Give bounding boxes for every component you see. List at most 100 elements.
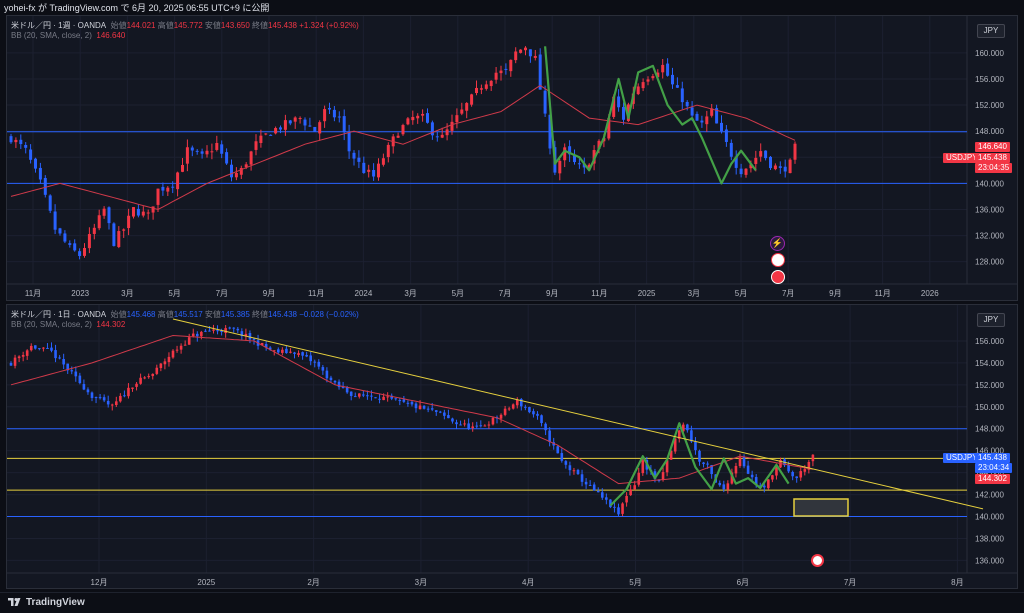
candle-body [749, 164, 753, 169]
publish-header: yohei-fx が TradingView.com で 6月 20, 2025… [0, 0, 1024, 13]
candle-body [450, 121, 454, 131]
wave-drawing [609, 422, 790, 507]
candle-body [337, 381, 341, 388]
candle-body [706, 463, 709, 465]
x-tick-label: 7月 [782, 289, 794, 298]
candle-body [669, 450, 673, 460]
candle-body [455, 115, 459, 123]
candle-body [21, 354, 25, 357]
candle-body [123, 395, 126, 397]
candle-body [661, 64, 665, 73]
candle-body [489, 80, 493, 87]
candle-body [666, 63, 670, 76]
candle-body [507, 408, 511, 410]
daily-chart-canvas[interactable]: 12月 2025 2月 3月 4月 5月 6月 7月 8月 136.000 138.000 140.0… [7, 305, 1017, 588]
y-tick-label: 132.000 [975, 232, 1004, 241]
candle-body [127, 387, 130, 397]
candle-body [135, 383, 138, 387]
candle-body [671, 74, 674, 85]
candle-body [106, 400, 110, 405]
candle-body [641, 460, 645, 474]
y-tick-label: 140.000 [975, 179, 1004, 188]
symbol-label: 米ドル／円 · 1日 · OANDA [11, 310, 107, 319]
candle-body [119, 395, 122, 402]
candle-body [406, 402, 410, 404]
change-value: −0.028 (−0.02%) [299, 310, 359, 319]
candle-body [612, 96, 616, 117]
daily-chart-pane[interactable]: 12月 2025 2月 3月 4月 5月 6月 7月 8月 136.000 138.000 140.0… [6, 304, 1018, 589]
candle-body [236, 328, 240, 331]
candle-body [225, 152, 229, 164]
candle-body [479, 425, 483, 427]
candle-body [352, 152, 356, 159]
weekly-bb-legend[interactable]: BB (20, SMA, close, 2) 146.640 [11, 31, 125, 40]
candle-body [367, 169, 371, 172]
candle-body [742, 456, 746, 467]
candle-body [374, 397, 377, 399]
candle-body [347, 132, 351, 152]
candle-body [406, 118, 410, 125]
y-tick-label: 138.000 [975, 534, 1004, 543]
candle-body [288, 120, 292, 124]
candle-body [317, 361, 321, 367]
candle-body [161, 186, 165, 191]
y-tick-label: 140.000 [975, 513, 1004, 522]
daily-bb-legend[interactable]: BB (20, SMA, close, 2) 144.302 [11, 320, 125, 329]
candle-body [430, 122, 434, 136]
candle-body [401, 125, 405, 135]
y-tick-label: 146.000 [975, 447, 1004, 456]
candle-body [460, 109, 464, 114]
candle-body [729, 142, 733, 157]
earnings-event-icon[interactable] [771, 270, 785, 284]
candle-body [309, 355, 312, 362]
candle-body [9, 136, 13, 143]
candle-body [171, 350, 175, 358]
candle-body [357, 157, 361, 162]
x-tick-label: 7月 [499, 289, 511, 298]
candle-body [690, 430, 693, 442]
candle-body [715, 108, 719, 124]
lightning-event-icon[interactable]: ⚡ [770, 236, 785, 251]
candle-body [633, 485, 636, 490]
candle-body [543, 90, 547, 114]
candle-body [788, 159, 792, 174]
candle-body [244, 333, 248, 336]
weekly-chart-pane[interactable]: 11月 2023 3月 5月 7月 9月 11月 2024 3月 5月 7月 9月 11月 2025 3月 5… [6, 15, 1018, 301]
candle-body [483, 425, 487, 427]
candle-body [151, 373, 155, 377]
candle-body [625, 495, 628, 503]
candle-body [540, 415, 543, 424]
candle-body [778, 166, 782, 168]
candle-body [426, 113, 429, 123]
candle-body [381, 158, 385, 165]
candle-body [254, 141, 258, 150]
candle-body [528, 407, 531, 413]
candle-body [484, 84, 488, 89]
weekly-chart-canvas[interactable]: 11月 2023 3月 5月 7月 9月 11月 2024 3月 5月 7月 9月 11月 2025 3月 5… [7, 16, 1017, 300]
candle-body [117, 231, 121, 247]
currency-button[interactable]: JPY [977, 313, 1005, 327]
candle-body [313, 126, 317, 132]
us-flag-event-icon[interactable] [771, 253, 785, 267]
candle-body [414, 403, 418, 409]
symbol-label: 米ドル／円 · 1週 · OANDA [11, 21, 107, 30]
x-tick-label: 11月 [308, 289, 324, 298]
x-tick-label: 11月 [591, 289, 607, 298]
x-tick-label: 2023 [71, 289, 89, 298]
low-label: 安値 [204, 21, 221, 30]
candle-body [730, 472, 734, 484]
open-value: 145.468 [126, 310, 156, 319]
candle-body [769, 156, 772, 169]
close-price-tag: 145.438 [975, 453, 1010, 463]
candle-body [705, 116, 709, 125]
candle-body [110, 404, 114, 406]
candle-body [329, 377, 333, 381]
bb-middle-line [10, 84, 796, 211]
brand-name: TradingView [26, 597, 85, 608]
currency-button[interactable]: JPY [977, 24, 1005, 38]
y-tick-label: 152.000 [975, 101, 1004, 110]
candle-body [362, 162, 366, 173]
candle-body [528, 49, 532, 57]
us-flag-event-icon[interactable] [811, 554, 824, 567]
candle-body [239, 168, 243, 175]
